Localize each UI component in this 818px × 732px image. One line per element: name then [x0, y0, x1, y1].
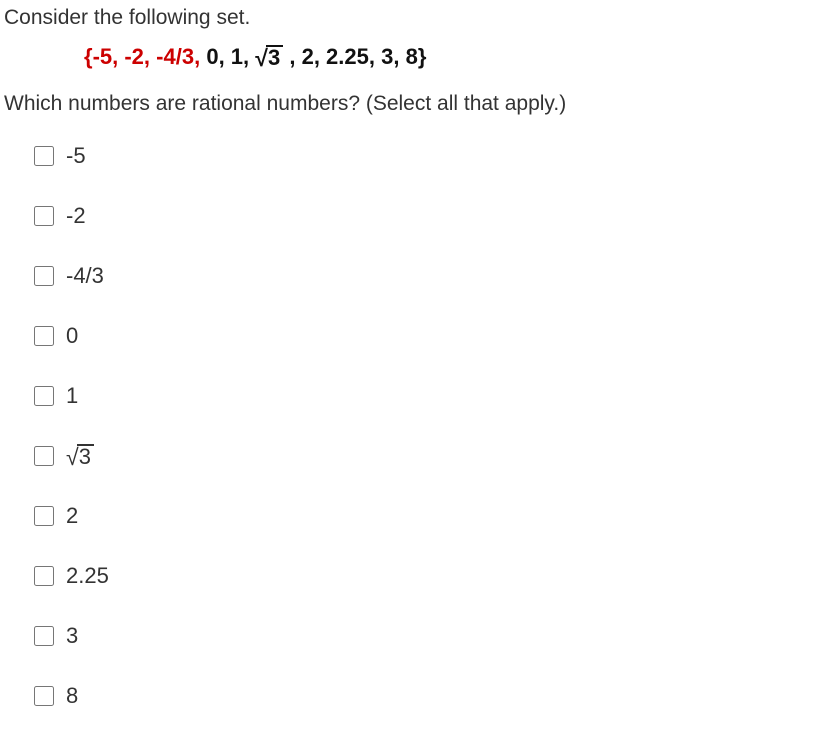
option-label: -5	[66, 143, 86, 169]
option-row: 0	[34, 306, 814, 366]
option-label: 3	[66, 623, 78, 649]
set-item: 0	[206, 44, 218, 69]
option-label: √3	[66, 443, 94, 469]
set-separator: ,	[369, 44, 381, 69]
option-label: 8	[66, 683, 78, 709]
set-separator: ,	[144, 44, 156, 69]
option-checkbox[interactable]	[34, 506, 54, 526]
option-checkbox[interactable]	[34, 566, 54, 586]
option-row: 2	[34, 486, 814, 546]
set-item: 2	[302, 44, 314, 69]
set-item: √3	[255, 44, 283, 69]
set-close-brace: }	[418, 44, 427, 69]
option-checkbox[interactable]	[34, 146, 54, 166]
option-checkbox[interactable]	[34, 266, 54, 286]
set-separator: ,	[219, 44, 231, 69]
option-label: 2	[66, 503, 78, 529]
set-separator: ,	[112, 44, 124, 69]
set-item: -5	[93, 44, 113, 69]
set-separator: ,	[243, 44, 255, 69]
option-label: 2.25	[66, 563, 109, 589]
option-row: 2.25	[34, 546, 814, 606]
option-label: 1	[66, 383, 78, 409]
option-checkbox[interactable]	[34, 686, 54, 706]
set-item: -2	[124, 44, 144, 69]
options-list: -5 -2 -4/3 0 1 √3 2 2.25 3 8	[34, 126, 814, 726]
option-row: -2	[34, 186, 814, 246]
set-separator: ,	[194, 44, 206, 69]
option-label: -4/3	[66, 263, 104, 289]
option-checkbox[interactable]	[34, 326, 54, 346]
option-row: √3	[34, 426, 814, 486]
option-row: 3	[34, 606, 814, 666]
set-item: 3	[381, 44, 393, 69]
option-label: -2	[66, 203, 86, 229]
set-separator: ,	[393, 44, 405, 69]
set-separator: ,	[283, 44, 301, 69]
option-label: 0	[66, 323, 78, 349]
question-text: Which numbers are rational numbers? (Sel…	[4, 92, 814, 116]
set-item: -4/3	[156, 44, 194, 69]
option-checkbox[interactable]	[34, 206, 54, 226]
option-checkbox[interactable]	[34, 386, 54, 406]
option-row: -4/3	[34, 246, 814, 306]
set-display: {-5, -2, -4/3, 0, 1, √3 , 2, 2.25, 3, 8}	[84, 44, 814, 70]
set-item: 8	[406, 44, 418, 69]
option-row: 1	[34, 366, 814, 426]
intro-text: Consider the following set.	[4, 6, 814, 30]
set-item: 2.25	[326, 44, 369, 69]
option-row: 8	[34, 666, 814, 726]
set-item: 1	[231, 44, 243, 69]
option-row: -5	[34, 126, 814, 186]
option-checkbox[interactable]	[34, 626, 54, 646]
set-separator: ,	[314, 44, 326, 69]
option-checkbox[interactable]	[34, 446, 54, 466]
set-open-brace: {	[84, 44, 93, 69]
